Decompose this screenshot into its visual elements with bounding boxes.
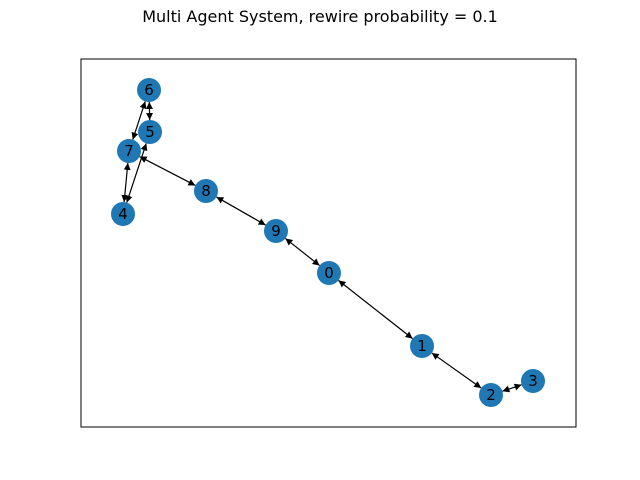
node-label: 2	[486, 386, 496, 404]
edge-8-9	[216, 196, 266, 226]
node-circle	[317, 261, 341, 285]
node-circle	[111, 202, 135, 226]
node-circle	[410, 334, 434, 358]
node-circle	[521, 369, 545, 393]
node-1: 1	[410, 334, 434, 358]
node-0: 0	[317, 261, 341, 285]
edge-6-7	[131, 101, 147, 140]
node-5: 5	[138, 120, 162, 144]
edge-7-8	[139, 155, 196, 187]
node-label: 1	[417, 337, 427, 355]
node-label: 4	[118, 205, 128, 223]
chart-title: Multi Agent System, rewire probability =…	[142, 7, 498, 26]
plot-frame	[80, 58, 577, 428]
node-6: 6	[137, 78, 161, 102]
node-label: 5	[145, 123, 155, 141]
node-8: 8	[194, 179, 218, 203]
nodes-layer: 0 1 2 3 4 5 6 7 8 9	[111, 78, 545, 407]
node-3: 3	[521, 369, 545, 393]
node-7: 7	[117, 139, 141, 163]
node-label: 6	[144, 81, 154, 99]
node-circle	[138, 120, 162, 144]
node-circle	[479, 383, 503, 407]
node-circle	[264, 219, 288, 243]
edges-layer	[121, 101, 522, 393]
edge-0-1	[338, 279, 413, 340]
node-label: 0	[324, 264, 334, 282]
node-4: 4	[111, 202, 135, 226]
node-label: 8	[201, 182, 211, 200]
edge-1-2	[431, 352, 482, 389]
node-9: 9	[264, 219, 288, 243]
node-2: 2	[479, 383, 503, 407]
node-circle	[137, 78, 161, 102]
edge-9-0	[285, 237, 320, 267]
edge-2-3	[502, 383, 522, 393]
node-label: 7	[124, 142, 134, 160]
node-label: 9	[271, 222, 281, 240]
node-circle	[194, 179, 218, 203]
edge-7-4	[121, 162, 131, 203]
node-label: 3	[528, 372, 538, 390]
node-circle	[117, 139, 141, 163]
